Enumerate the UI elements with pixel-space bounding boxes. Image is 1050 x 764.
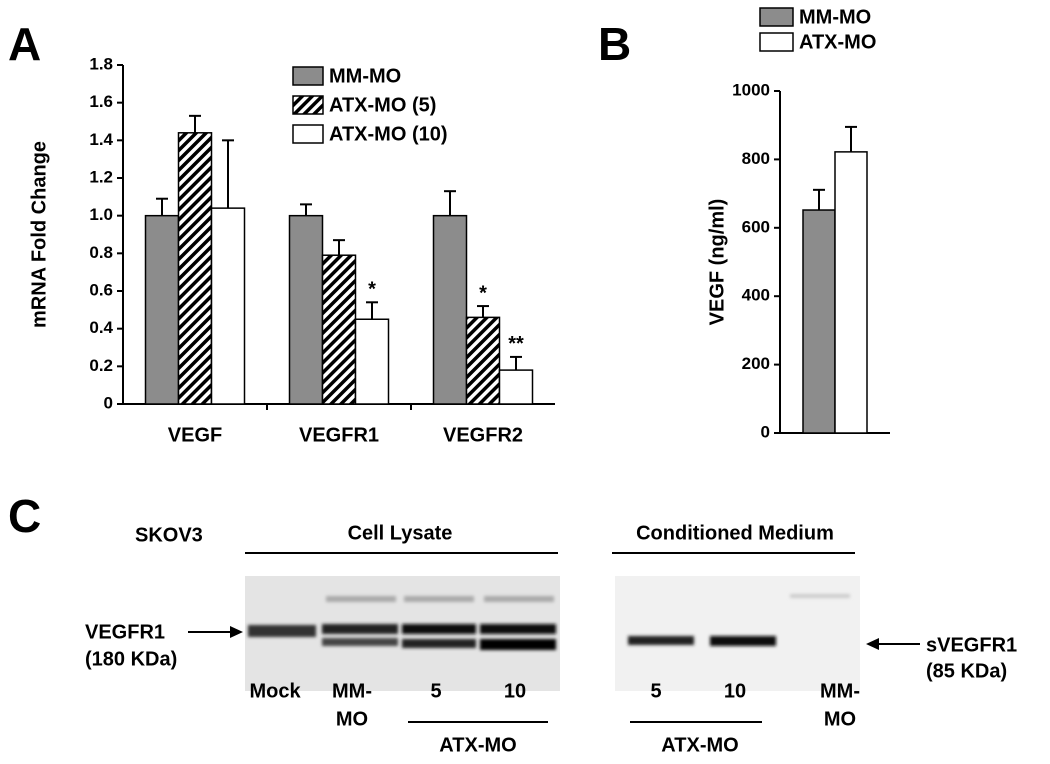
blot-panel: SKOV3 Cell Lysate Conditioned Medium VEG…	[85, 522, 1017, 756]
y-tick-label: 400	[742, 286, 770, 305]
y-tick-label: 1000	[732, 80, 770, 99]
y-axis-label: mRNA Fold Change	[28, 141, 50, 328]
lane-label: 10	[504, 680, 526, 702]
bar	[498, 369, 534, 405]
y-tick-label: 1.8	[89, 54, 113, 73]
lane-label: Mock	[249, 680, 301, 702]
lane-group: ATX-MO	[661, 734, 738, 756]
bar	[802, 209, 836, 434]
x-tick-label: VEGFR2	[443, 424, 523, 446]
lane-group: ATX-MO	[439, 734, 516, 756]
y-tick-label: 1.0	[89, 205, 113, 224]
blot-bands	[628, 594, 850, 646]
bar	[465, 316, 501, 405]
y-tick-label: 600	[742, 217, 770, 236]
significance: *	[368, 279, 376, 301]
significance: *	[479, 282, 487, 304]
x-tick-label: VEGF	[168, 424, 222, 446]
legend-label: ATX-MO	[799, 31, 876, 53]
arrow	[230, 626, 243, 638]
panel-letter: C	[8, 490, 41, 542]
marker-label: sVEGFR1	[926, 634, 1017, 656]
y-tick-label: 200	[742, 354, 770, 373]
legend-swatch	[292, 66, 324, 86]
bar	[144, 214, 180, 405]
marker-label: (180 KDa)	[85, 648, 177, 670]
y-tick-label: 0.4	[89, 318, 113, 337]
panel-letter: B	[598, 18, 631, 70]
y-tick-label: 1.2	[89, 167, 113, 186]
y-tick-label: 1.4	[89, 130, 113, 149]
y-tick-label: 0.6	[89, 280, 113, 299]
legend-swatch	[292, 95, 324, 115]
y-tick-label: 0	[761, 422, 770, 441]
bar	[210, 207, 246, 405]
marker-label: VEGFR1	[85, 621, 165, 643]
blot-section: Conditioned Medium	[636, 522, 834, 544]
y-axis-label: VEGF (ng/ml)	[706, 199, 728, 326]
bar	[834, 151, 868, 434]
legend-swatch	[759, 32, 794, 52]
bar	[321, 254, 357, 405]
significance: **	[508, 333, 524, 355]
arrow	[866, 638, 879, 650]
bar	[288, 214, 324, 405]
legend-label: ATX-MO (10)	[329, 123, 448, 145]
legend-swatch	[292, 124, 324, 144]
marker-label: (85 KDa)	[926, 660, 1007, 682]
y-tick-label: 0.8	[89, 243, 113, 262]
lane-label: 5	[650, 680, 661, 702]
legend-label: MM-MO	[799, 6, 871, 28]
lane-label: MM-	[820, 680, 860, 702]
lane-label: 10	[724, 680, 746, 702]
cell-line: SKOV3	[135, 524, 203, 546]
lane-label: MO	[824, 708, 856, 730]
bar	[432, 214, 468, 405]
blot-bands	[248, 596, 556, 650]
legend-label: MM-MO	[329, 65, 401, 87]
legend-swatch	[759, 7, 794, 27]
lane-label: 5	[430, 680, 441, 702]
lane-label: MM-	[332, 680, 372, 702]
bar	[354, 318, 390, 405]
legend-label: ATX-MO (5)	[329, 94, 436, 116]
lane-label: MO	[336, 708, 368, 730]
panel-letter: A	[8, 18, 41, 70]
y-tick-label: 1.6	[89, 92, 113, 111]
blot-image	[615, 576, 860, 691]
y-tick-label: 800	[742, 149, 770, 168]
blot-section: Cell Lysate	[348, 522, 453, 544]
y-tick-label: 0.2	[89, 356, 113, 375]
y-tick-label: 0	[104, 393, 113, 412]
x-tick-label: VEGFR1	[299, 424, 379, 446]
bar	[177, 132, 213, 405]
